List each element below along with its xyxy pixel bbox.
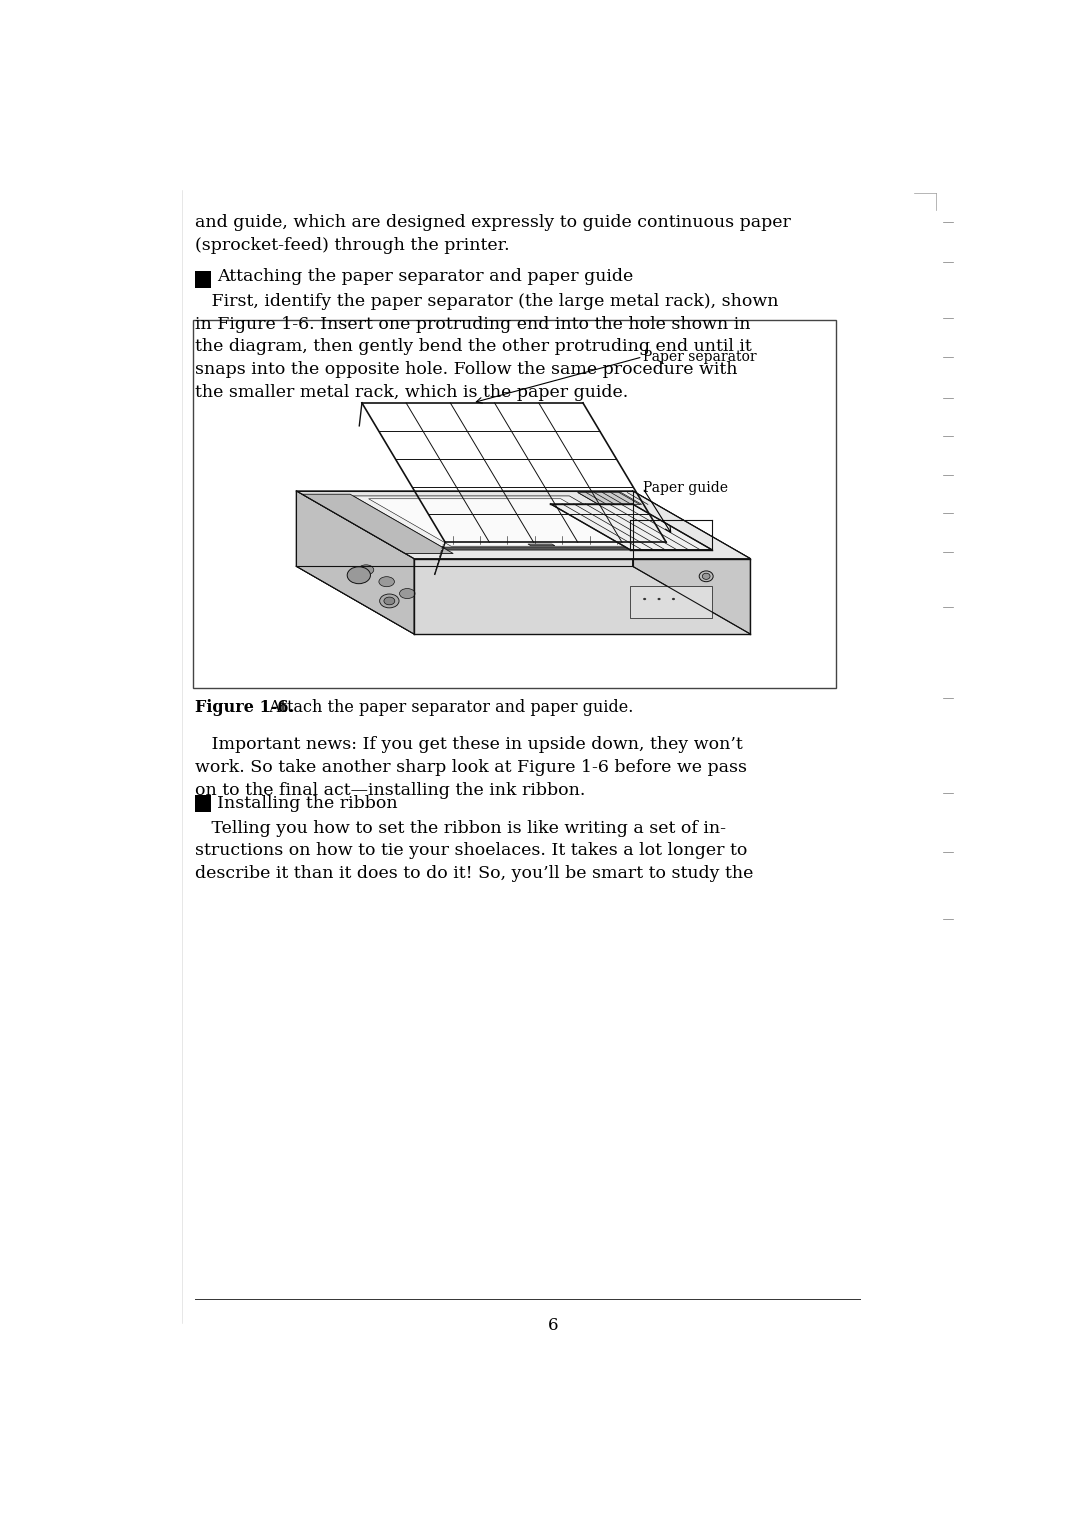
Polygon shape (296, 491, 414, 633)
Text: Installing the ribbon: Installing the ribbon (217, 796, 397, 812)
Ellipse shape (347, 566, 370, 583)
Polygon shape (368, 499, 644, 546)
Text: and guide, which are designed expressly to guide continuous paper: and guide, which are designed expressly … (195, 214, 792, 231)
Ellipse shape (400, 589, 415, 598)
Text: Figure 1-6.: Figure 1-6. (195, 699, 295, 716)
Ellipse shape (658, 598, 661, 600)
Polygon shape (633, 491, 751, 633)
Text: Paper separator: Paper separator (643, 350, 756, 364)
Ellipse shape (383, 597, 395, 604)
Ellipse shape (699, 571, 713, 581)
Text: 6: 6 (549, 1317, 558, 1334)
Text: in Figure 1-6. Insert one protruding end into the hole shown in: in Figure 1-6. Insert one protruding end… (195, 315, 751, 332)
Ellipse shape (380, 594, 399, 607)
Text: (sprocket-feed) through the printer.: (sprocket-feed) through the printer. (195, 237, 510, 254)
Polygon shape (528, 545, 555, 546)
Text: on to the final act—installing the ink ribbon.: on to the final act—installing the ink r… (195, 782, 585, 799)
Text: Attach the paper separator and paper guide.: Attach the paper separator and paper gui… (259, 699, 633, 716)
Text: Attaching the paper separator and paper guide: Attaching the paper separator and paper … (217, 268, 633, 285)
Polygon shape (551, 503, 712, 549)
Polygon shape (296, 491, 633, 566)
FancyBboxPatch shape (195, 796, 211, 812)
Polygon shape (299, 562, 411, 630)
Ellipse shape (672, 598, 675, 600)
Ellipse shape (359, 565, 374, 575)
Text: snaps into the opposite hole. Follow the same procedure with: snaps into the opposite hole. Follow the… (195, 361, 738, 378)
Text: Telling you how to set the ribbon is like writing a set of in-: Telling you how to set the ribbon is lik… (195, 820, 727, 837)
Text: the smaller metal rack, which is the paper guide.: the smaller metal rack, which is the pap… (195, 384, 629, 401)
Ellipse shape (643, 598, 646, 600)
Polygon shape (296, 491, 751, 558)
Polygon shape (419, 627, 745, 633)
Text: describe it than it does to do it! So, you’ll be smart to study the: describe it than it does to do it! So, y… (195, 864, 754, 883)
FancyBboxPatch shape (195, 271, 211, 288)
Polygon shape (414, 558, 751, 633)
Polygon shape (578, 493, 642, 505)
Text: Paper guide: Paper guide (643, 480, 728, 494)
Text: work. So take another sharp look at Figure 1-6 before we pass: work. So take another sharp look at Figu… (195, 759, 747, 776)
Polygon shape (443, 548, 663, 549)
Polygon shape (631, 586, 712, 618)
Text: structions on how to tie your shoelaces. It takes a lot longer to: structions on how to tie your shoelaces.… (195, 843, 747, 860)
Polygon shape (302, 494, 454, 554)
Ellipse shape (702, 574, 710, 580)
Text: Important news: If you get these in upside down, they won’t: Important news: If you get these in upsi… (195, 736, 743, 753)
Text: the diagram, then gently bend the other protruding end until it: the diagram, then gently bend the other … (195, 338, 752, 355)
Text: First, identify the paper separator (the large metal rack), shown: First, identify the paper separator (the… (195, 292, 779, 311)
Ellipse shape (379, 577, 394, 586)
Polygon shape (296, 566, 751, 633)
FancyBboxPatch shape (193, 320, 836, 688)
Polygon shape (353, 496, 663, 551)
